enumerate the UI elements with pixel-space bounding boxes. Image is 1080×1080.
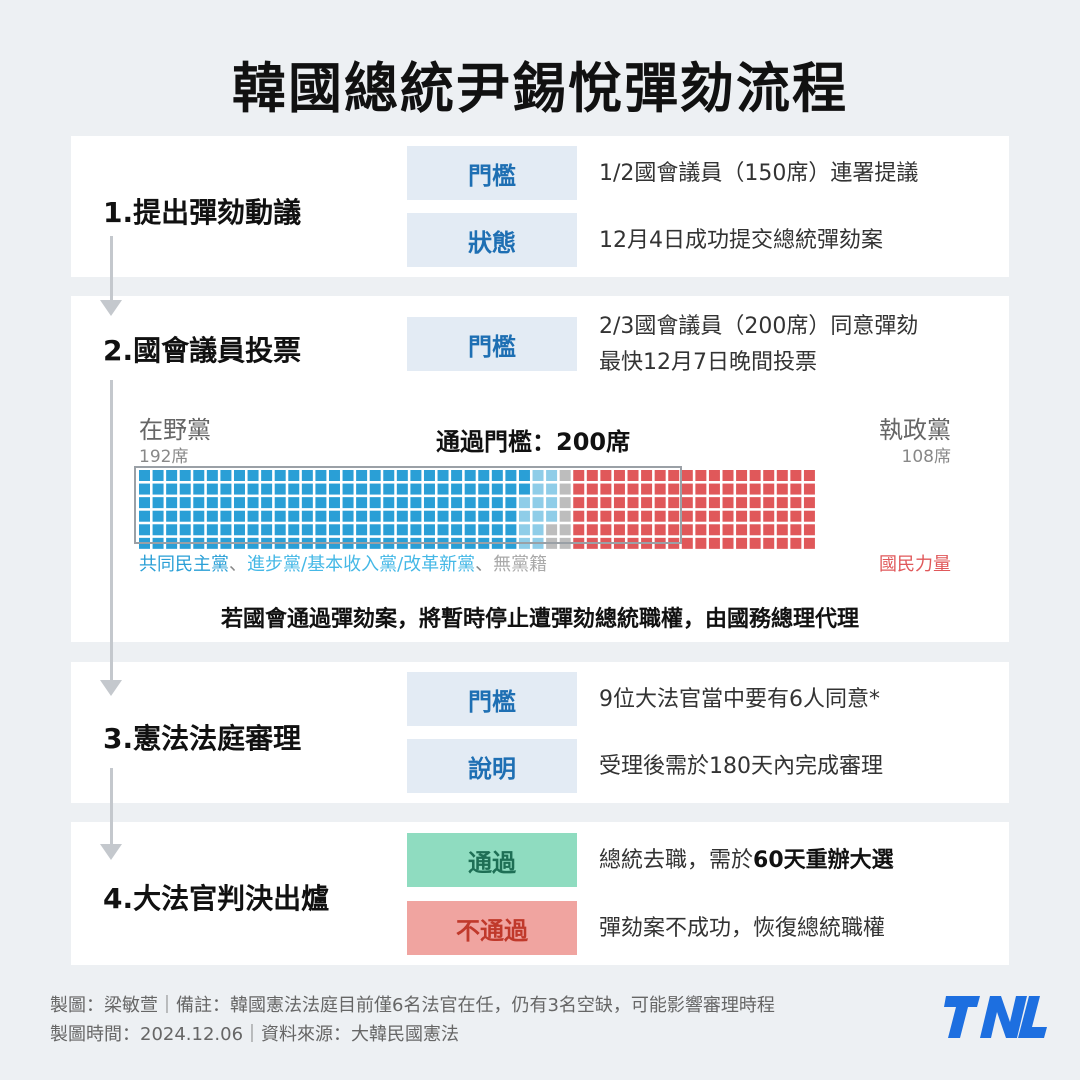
- legend-item-democratic: 共同民主黨: [139, 554, 229, 575]
- footer-date-source: 製圖時間：2024.12.06｜資料來源：大韓民國憲法: [50, 1024, 460, 1045]
- step-1-card: 1.提出彈劾動議 門檻 1/2國會議員（150席）連署提議 狀態 12月4日成功…: [71, 136, 1009, 277]
- tnl-logo: [944, 996, 1047, 1038]
- step-4-fail-label: 不通過: [407, 901, 577, 955]
- step-4-title: 4.大法官判決出爐: [103, 882, 330, 915]
- ruling-seats: 108席: [901, 447, 951, 467]
- legend-item-independent: 無黨籍: [493, 554, 548, 575]
- step-4-pass-label: 通過: [407, 833, 577, 887]
- step-2-note: 若國會通過彈劾案，將暫時停止遭彈劾總統職權，由國務總理代理: [220, 607, 859, 632]
- step-2-card: 2.國會議員投票 門檻 2/3國會議員（200席）同意彈劾 最快12月7日晚間投…: [71, 296, 1009, 642]
- step-4-pass-text-plain: 總統去職，需於: [599, 848, 754, 873]
- step-4-pass-text-bold: 60天重辦大選: [753, 848, 894, 873]
- step-3-note-label: 說明: [407, 739, 577, 793]
- flow-arrow-1: [100, 236, 122, 316]
- footer-credit: 製圖：梁敏萱｜備註：韓國憲法法庭目前僅6名法官在任，仍有3名空缺，可能影響審理時…: [50, 995, 775, 1016]
- step-2-vote-date: 最快12月7日晚間投票: [599, 350, 817, 375]
- step-2-threshold-label: 門檻: [407, 317, 577, 371]
- legend-opposition: 共同民主黨、進步黨/基本收入黨/改革新黨、無黨籍: [139, 550, 547, 576]
- step-4-card: 4.大法官判決出爐 通過 總統去職，需於60天重辦大選 不通過 彈劾案不成功，恢…: [71, 822, 1009, 965]
- step-3-title: 3.憲法法庭審理: [103, 722, 302, 755]
- step-1-title: 1.提出彈劾動議: [103, 196, 302, 229]
- step-2-title: 2.國會議員投票: [103, 334, 302, 367]
- legend-ruling: 國民力量: [879, 554, 951, 575]
- step-2-threshold-text: 2/3國會議員（200席）同意彈劾: [599, 314, 919, 339]
- flow-arrow-3: [100, 768, 122, 860]
- threshold-frame: [134, 466, 682, 544]
- step-3-note-text: 受理後需於180天內完成審理: [599, 754, 883, 779]
- flow-arrow-2: [100, 380, 122, 700]
- page-title: 韓國總統尹錫悅彈劾流程: [232, 57, 848, 120]
- opposition-name: 在野黨: [139, 416, 211, 444]
- ruling-name: 執政黨: [879, 416, 951, 444]
- step-3-card: 3.憲法法庭審理 門檻 9位大法官當中要有6人同意* 說明 受理後需於180天內…: [71, 662, 1009, 803]
- step-4-fail-text: 彈劾案不成功，恢復總統職權: [599, 916, 886, 941]
- threshold-label: 通過門檻：200席: [436, 428, 631, 456]
- legend-item-minor-parties: 進步黨/基本收入黨/改革新黨: [247, 554, 476, 575]
- step-1-status-label: 狀態: [407, 213, 577, 267]
- step-1-threshold-label: 門檻: [407, 146, 577, 200]
- legend-separator: 、: [475, 554, 494, 575]
- step-1-status-text: 12月4日成功提交總統彈劾案: [599, 228, 883, 253]
- step-1-threshold-text: 1/2國會議員（150席）連署提議: [599, 161, 919, 186]
- legend-separator: 、: [229, 554, 247, 575]
- step-3-threshold-label: 門檻: [407, 672, 577, 726]
- step-4-pass-text: 總統去職，需於60天重辦大選: [599, 844, 894, 878]
- step-3-threshold-text: 9位大法官當中要有6人同意*: [599, 687, 880, 712]
- opposition-seats: 192席: [139, 447, 189, 467]
